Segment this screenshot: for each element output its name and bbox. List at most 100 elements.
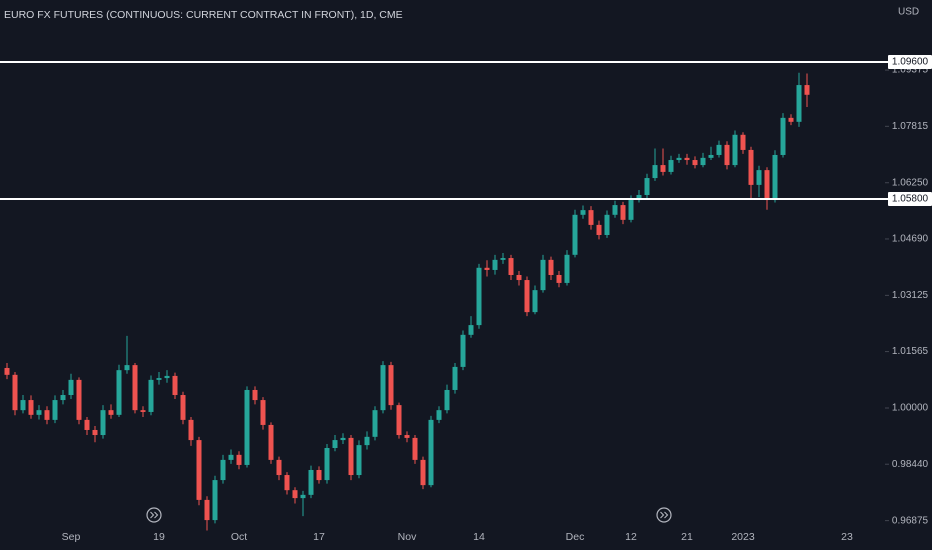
candle-body bbox=[44, 410, 50, 420]
candle-body bbox=[52, 400, 58, 420]
candle-body bbox=[788, 117, 794, 122]
y-tick-label: 1.07815 bbox=[892, 121, 929, 132]
candle-body bbox=[644, 178, 650, 195]
event-icon[interactable] bbox=[146, 507, 162, 523]
candle-body bbox=[772, 154, 778, 201]
y-tick-label: 1.03125 bbox=[892, 290, 929, 301]
y-tick-label: 1.06250 bbox=[892, 177, 929, 188]
price-level-label: 1.09600 bbox=[892, 57, 929, 68]
candle-body bbox=[516, 275, 522, 281]
candle-body bbox=[204, 499, 210, 521]
candle-body bbox=[292, 490, 298, 499]
candle-body bbox=[380, 365, 386, 411]
candle-body bbox=[116, 370, 122, 415]
candle-body bbox=[124, 365, 130, 371]
candle-body bbox=[324, 448, 330, 481]
candle-body bbox=[180, 395, 186, 420]
candle-body bbox=[140, 410, 146, 412]
candle-body bbox=[60, 395, 66, 401]
candle-body bbox=[276, 459, 282, 476]
candle-body bbox=[500, 258, 506, 260]
x-tick-label: Oct bbox=[231, 531, 247, 543]
candle-body bbox=[596, 224, 602, 235]
candle-body bbox=[668, 160, 674, 172]
candle-body bbox=[196, 440, 202, 500]
candle-body bbox=[692, 160, 698, 166]
candle-body bbox=[220, 459, 226, 481]
candle-body bbox=[428, 419, 434, 486]
candle-body bbox=[508, 258, 514, 275]
candle-body bbox=[404, 435, 410, 438]
x-tick-label: Dec bbox=[566, 531, 585, 543]
candle-body bbox=[684, 157, 690, 161]
candle-body bbox=[572, 214, 578, 255]
candle-body bbox=[132, 365, 138, 411]
candle-body bbox=[716, 144, 722, 155]
candle-body bbox=[612, 205, 618, 215]
candle-body bbox=[340, 437, 346, 441]
price-level-box bbox=[888, 191, 932, 206]
chart-title: EURO FX FUTURES (CONTINUOUS: CURRENT CON… bbox=[4, 9, 403, 21]
candle-body bbox=[540, 259, 546, 291]
candle-body bbox=[316, 469, 322, 481]
candle-body bbox=[796, 85, 802, 122]
x-tick-label: 21 bbox=[681, 531, 693, 543]
candle-body bbox=[28, 400, 34, 415]
candle-body bbox=[228, 454, 234, 460]
event-icon[interactable] bbox=[656, 507, 672, 523]
candle-body bbox=[444, 389, 450, 411]
candle-body bbox=[68, 379, 74, 396]
candle-body bbox=[188, 419, 194, 441]
x-tick-label: 19 bbox=[153, 531, 165, 543]
candle-body bbox=[484, 267, 490, 270]
candle-body bbox=[756, 170, 762, 185]
x-tick-label: 14 bbox=[473, 531, 485, 543]
candle-body bbox=[420, 459, 426, 486]
y-tick-label: 1.00000 bbox=[892, 403, 929, 414]
price-level-label: 1.05800 bbox=[892, 194, 929, 205]
candle-body bbox=[268, 424, 274, 460]
candle-body bbox=[372, 410, 378, 437]
candle-body bbox=[412, 437, 418, 460]
candle-body bbox=[260, 400, 266, 425]
x-tick-label: 12 bbox=[625, 531, 637, 543]
candle-body bbox=[308, 469, 314, 495]
candle-body bbox=[476, 267, 482, 326]
x-tick-label: Nov bbox=[398, 531, 417, 543]
candle-body bbox=[556, 275, 562, 283]
candle-body bbox=[652, 165, 658, 179]
candle-body bbox=[244, 389, 250, 465]
currency-label: USD bbox=[898, 7, 919, 18]
event-arrow bbox=[150, 511, 159, 519]
candle-body bbox=[636, 194, 642, 201]
candle-body bbox=[284, 475, 290, 491]
y-tick-label: 0.98440 bbox=[892, 459, 929, 470]
candle-body bbox=[84, 419, 90, 430]
candle-body bbox=[492, 259, 498, 270]
candle-body bbox=[452, 366, 458, 390]
candle-body bbox=[156, 378, 162, 380]
candle-body bbox=[348, 437, 354, 476]
candle-body bbox=[20, 400, 26, 411]
candle-body bbox=[764, 170, 770, 201]
candle-body bbox=[252, 389, 258, 401]
candle-body bbox=[172, 375, 178, 396]
candle-body bbox=[92, 429, 98, 436]
candle-body bbox=[4, 367, 10, 375]
candle-body bbox=[212, 480, 218, 521]
candle-body bbox=[604, 214, 610, 235]
x-tick-label: 2023 bbox=[731, 531, 755, 543]
candle-body bbox=[12, 374, 18, 411]
y-tick-label: 1.09375 bbox=[892, 65, 929, 76]
y-tick-label: 1.01565 bbox=[892, 346, 929, 357]
candle-body bbox=[76, 379, 82, 420]
candle-body bbox=[804, 85, 810, 95]
y-tick-label: 0.96875 bbox=[892, 515, 929, 526]
candle-body bbox=[356, 445, 362, 476]
candle-body bbox=[740, 134, 746, 150]
candle-body bbox=[724, 144, 730, 166]
candle-body bbox=[676, 157, 682, 161]
candle-body bbox=[388, 365, 394, 406]
price-level-box bbox=[888, 54, 932, 69]
